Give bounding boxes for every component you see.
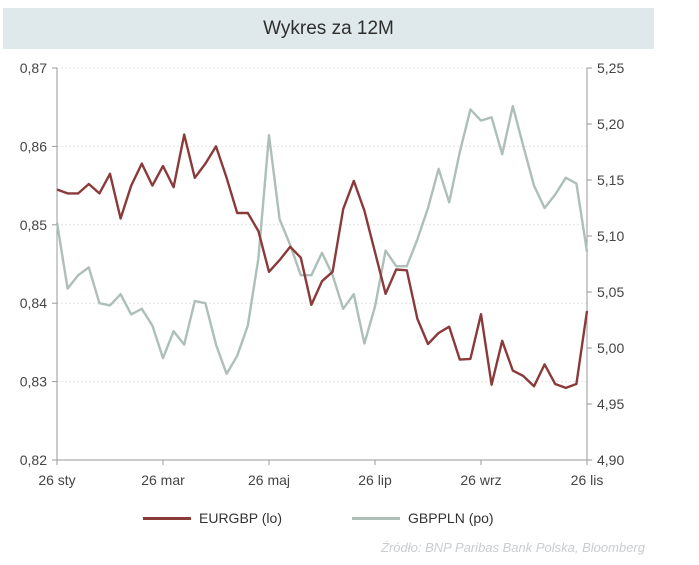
left-tick-label: 0,86	[20, 138, 47, 154]
right-tick-label: 5,10	[597, 228, 624, 244]
right-axis-ticks: 4,90 4,95 5,00 5,05 5,10 5,15 5,20 5,25	[587, 60, 624, 468]
legend: EURGBP (lo) GBPPLN (po)	[0, 510, 699, 532]
left-tick-label: 0,84	[20, 295, 47, 311]
right-tick-label: 5,15	[597, 172, 624, 188]
chart-title: Wykres za 12M	[263, 17, 394, 39]
x-tick-label: 26 maj	[248, 472, 290, 488]
legend-swatch-gbppln	[352, 516, 400, 520]
right-tick-label: 5,05	[597, 284, 624, 300]
x-tick-label: 26 sty	[38, 472, 75, 488]
legend-label-eurgbp: EURGBP (lo)	[199, 510, 282, 526]
right-tick-label: 4,90	[597, 452, 624, 468]
gridlines	[57, 67, 587, 383]
x-axis-ticks: 26 sty 26 mar 26 maj 26 lip 26 wrz 26 lis	[38, 460, 603, 488]
right-tick-label: 5,25	[597, 60, 624, 76]
left-axis-ticks: 0,82 0,83 0,84 0,85 0,86 0,87	[20, 60, 57, 468]
right-tick-label: 5,00	[597, 340, 624, 356]
legend-item-gbppln: GBPPLN (po)	[352, 510, 494, 526]
x-tick-label: 26 wrz	[460, 472, 501, 488]
left-tick-label: 0,83	[20, 374, 47, 390]
legend-item-eurgbp: EURGBP (lo)	[143, 510, 282, 526]
series-line-eurgbp	[56, 133, 589, 390]
legend-label-gbppln: GBPPLN (po)	[408, 510, 494, 526]
x-tick-label: 26 mar	[141, 472, 185, 488]
series-line-gbppln	[55, 104, 589, 375]
line-chart: 0,82 0,83 0,84 0,85 0,86 0,87 4,90 4,95 5,00 5,0…	[20, 60, 625, 488]
right-tick-label: 4,95	[597, 396, 624, 412]
x-tick-label: 26 lip	[358, 472, 392, 488]
x-tick-label: 26 lis	[571, 472, 604, 488]
axes	[56, 68, 588, 461]
left-tick-label: 0,87	[20, 60, 47, 76]
right-tick-label: 5,20	[597, 116, 624, 132]
chart-title-bar: Wykres za 12M	[3, 8, 654, 49]
legend-swatch-eurgbp	[143, 516, 191, 520]
source-note: Źródło: BNP Paribas Bank Polska, Bloombe…	[381, 540, 645, 555]
left-tick-label: 0,85	[20, 217, 47, 233]
series-lines	[55, 104, 589, 390]
left-tick-label: 0,82	[20, 452, 47, 468]
